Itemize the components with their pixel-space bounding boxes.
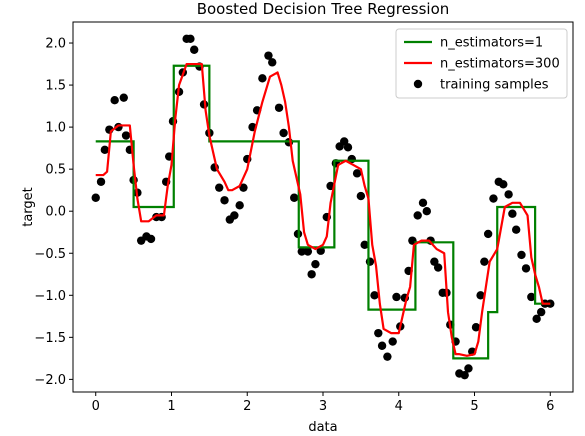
x-tick-label: 1	[167, 399, 175, 414]
training-sample-point	[186, 34, 195, 44]
training-sample-point	[508, 209, 517, 218]
training-sample-point	[235, 201, 244, 210]
training-sample-point	[480, 257, 489, 266]
x-tick-label: 0	[92, 399, 100, 414]
y-tick-label: 0.5	[45, 163, 66, 178]
legend: n_estimators=1 n_estimators=300 training s…	[395, 28, 568, 99]
training-sample-point	[343, 143, 353, 152]
training-sample-point	[100, 145, 110, 155]
training-sample-point	[504, 190, 513, 199]
x-axis-label: data	[308, 420, 337, 435]
training-sample-point	[517, 250, 526, 260]
training-sample-point	[383, 352, 392, 361]
training-sample-point	[499, 180, 508, 189]
training-sample-point	[239, 183, 248, 192]
y-tick-label: 1.5	[45, 79, 66, 94]
training-sample-point	[460, 370, 469, 380]
training-sample-point	[220, 196, 229, 205]
training-sample-point	[511, 225, 521, 234]
y-tick-label: 2.0	[45, 37, 66, 52]
legend-swatch-training-samples	[413, 79, 423, 89]
chart-title: Boosted Decision Tree Regression	[197, 0, 450, 18]
x-tick-label: 4	[395, 399, 403, 414]
training-sample-point	[303, 247, 313, 256]
training-sample-point	[268, 58, 277, 67]
training-sample-point	[91, 193, 100, 202]
y-tick-label: −1.0	[34, 289, 66, 304]
x-tick-label: 5	[470, 399, 478, 414]
y-tick-label: 1.0	[45, 121, 66, 136]
training-sample-point	[521, 264, 531, 273]
x-tick-label: 2	[243, 399, 251, 414]
legend-box	[395, 28, 568, 99]
training-sample-point	[370, 291, 379, 300]
training-sample-point	[422, 207, 431, 216]
training-sample-point	[365, 257, 375, 266]
x-tick-label: 6	[546, 399, 554, 414]
training-sample-point	[413, 211, 422, 220]
training-sample-point	[527, 292, 536, 302]
y-axis-label: target	[21, 187, 36, 227]
training-sample-point	[532, 314, 541, 324]
training-sample-point	[316, 246, 325, 255]
training-sample-point	[110, 96, 119, 105]
training-sample-point	[290, 193, 299, 202]
training-sample-point	[374, 328, 383, 338]
training-sample-point	[121, 131, 131, 140]
y-tick-label: −0.5	[34, 247, 66, 262]
legend-label-n-estimators-300: n_estimators=300	[440, 57, 560, 72]
training-sample-point	[297, 247, 306, 256]
training-sample-point	[433, 263, 443, 272]
training-sample-point	[356, 191, 366, 201]
training-sample-point	[307, 270, 316, 279]
training-sample-point	[96, 177, 106, 186]
training-sample-point	[279, 128, 288, 138]
training-sample-point	[360, 240, 369, 250]
training-sample-point	[352, 169, 362, 178]
training-sample-point	[215, 183, 224, 192]
training-sample-point	[377, 341, 387, 350]
y-tick-label: −2.0	[34, 373, 66, 388]
training-sample-point	[190, 45, 199, 54]
training-sample-point	[264, 51, 273, 60]
y-tick-label: 0.0	[45, 205, 66, 220]
training-sample-point	[311, 259, 320, 269]
training-sample-point	[418, 198, 428, 207]
training-sample-point	[471, 323, 481, 332]
training-sample-point	[258, 74, 267, 83]
series-line-n-estimators-1	[95, 64, 551, 360]
y-axis-ticks: −2.0 −1.5 −1.0 −0.5 0.0 0.5 1.0 1.5 2.0	[34, 37, 73, 388]
plot-area	[91, 34, 555, 380]
training-sample-point	[536, 307, 546, 317]
legend-label-n-estimators-1: n_estimators=1	[440, 36, 543, 51]
legend-label-training-samples: training samples	[440, 78, 549, 93]
training-sample-point	[274, 103, 284, 112]
training-sample-point	[489, 194, 498, 203]
training-sample-point	[230, 211, 239, 220]
x-axis-ticks: 0 1 2 3 4 5 6	[92, 392, 554, 414]
y-tick-label: −1.5	[34, 331, 66, 346]
training-sample-point	[146, 234, 156, 244]
training-sample-point	[392, 292, 401, 302]
series-line-n-estimators-300	[95, 62, 551, 357]
training-sample-point	[388, 337, 397, 346]
x-tick-label: 3	[319, 399, 327, 414]
training-sample-point	[476, 291, 485, 300]
training-sample-point	[119, 93, 128, 102]
training-sample-point	[464, 364, 473, 373]
training-sample-point	[483, 229, 493, 239]
